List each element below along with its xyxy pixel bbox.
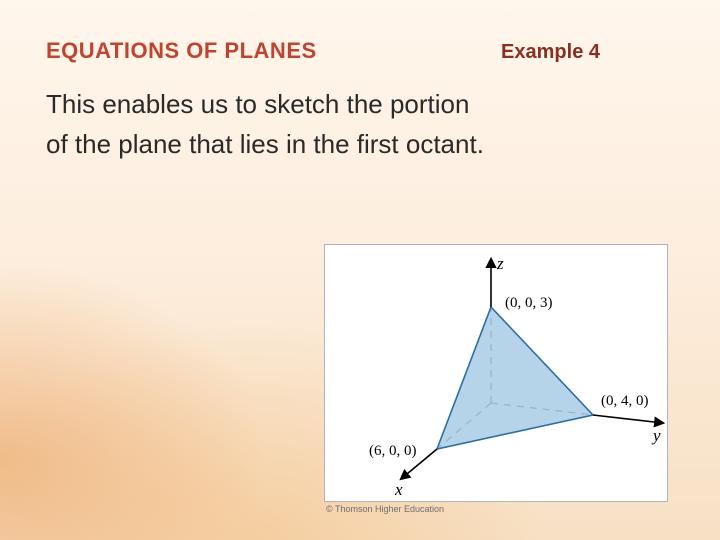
- figure-credit: © Thomson Higher Education: [324, 504, 668, 514]
- figure-container: z y x (0, 0, 3) (0, 4, 0) (6, 0, 0) © Thomson…: [324, 244, 668, 514]
- section-title: EQUATIONS OF PLANES: [46, 38, 317, 64]
- svg-text:(0, 0, 3): (0, 0, 3): [505, 295, 553, 311]
- svg-text:z: z: [496, 254, 504, 273]
- svg-text:y: y: [651, 426, 661, 445]
- svg-text:x: x: [394, 480, 403, 499]
- svg-text:(0, 4, 0): (0, 4, 0): [601, 393, 649, 409]
- body-line-1: This enables us to sketch the portion: [46, 84, 660, 124]
- body-text: This enables us to sketch the portion of…: [46, 84, 660, 165]
- example-label: Example 4: [501, 41, 600, 64]
- svg-text:(6, 0, 0): (6, 0, 0): [369, 443, 417, 459]
- body-line-2: of the plane that lies in the first octa…: [46, 124, 660, 164]
- plane-octant-figure: z y x (0, 0, 3) (0, 4, 0) (6, 0, 0): [324, 244, 668, 502]
- plane-octant-svg: z y x (0, 0, 3) (0, 4, 0) (6, 0, 0): [325, 245, 669, 503]
